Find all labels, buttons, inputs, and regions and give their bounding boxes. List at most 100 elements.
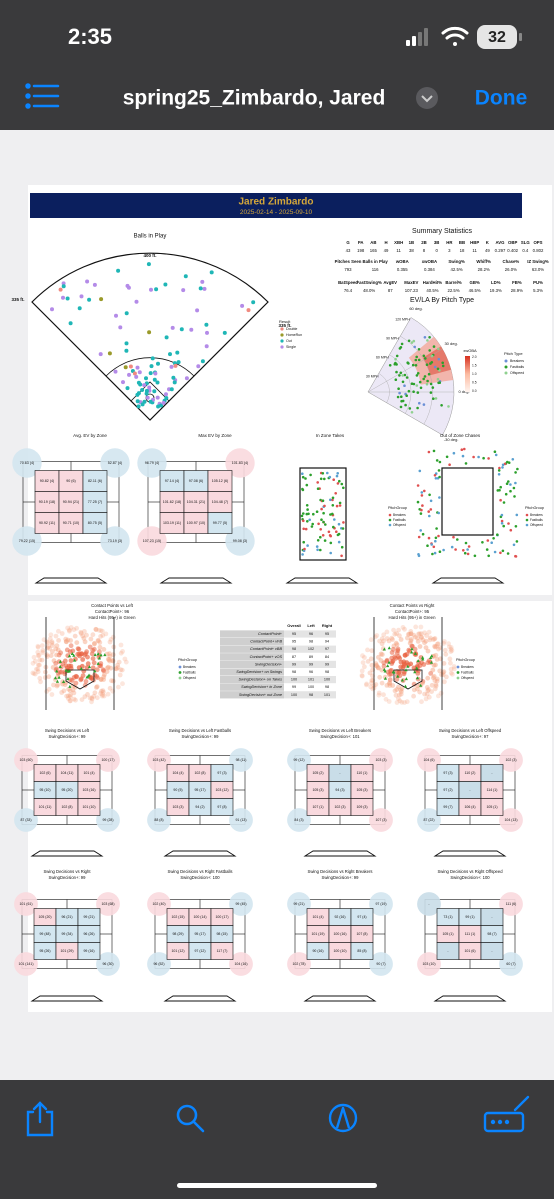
ev-la-point bbox=[427, 372, 431, 376]
contact-density bbox=[397, 633, 402, 639]
done-button[interactable]: Done bbox=[475, 87, 528, 110]
contact-density bbox=[448, 666, 454, 672]
stat-header: Chase% bbox=[502, 259, 519, 264]
contact-density bbox=[120, 649, 125, 654]
contact-density bbox=[35, 649, 41, 655]
search-button[interactable] bbox=[176, 1104, 205, 1133]
zone-value: 96 (30) bbox=[102, 962, 113, 966]
batted-ball bbox=[200, 279, 205, 284]
take-pitch bbox=[310, 525, 314, 528]
contact-density bbox=[390, 659, 395, 665]
title-menu[interactable] bbox=[416, 87, 438, 109]
zone-value: 90 (5) bbox=[173, 788, 182, 792]
zone-value: 100 (17) bbox=[215, 915, 228, 919]
share-button[interactable] bbox=[26, 1101, 54, 1137]
corner-zone bbox=[14, 952, 38, 976]
chase-pitch bbox=[487, 457, 490, 460]
home-plate bbox=[34, 577, 108, 584]
ev-la-point bbox=[422, 354, 426, 358]
zone-value: 90 (16) bbox=[312, 949, 323, 953]
zone-value: 100 (17) bbox=[101, 758, 114, 762]
take-pitch bbox=[326, 471, 329, 475]
corner-zone bbox=[417, 748, 441, 772]
contact-density bbox=[100, 692, 105, 697]
take-pitch bbox=[319, 477, 323, 481]
zone-value: 99 (45) bbox=[235, 902, 246, 906]
table-label: SwingDecision+ out Zone bbox=[239, 693, 282, 697]
edit-button[interactable] bbox=[483, 1095, 530, 1133]
ev-la-point bbox=[422, 377, 426, 381]
contact-density bbox=[34, 666, 39, 672]
stat-header: FastSwing% bbox=[356, 280, 381, 285]
table-cell: 95 bbox=[292, 632, 296, 636]
contact-density bbox=[444, 674, 449, 680]
stat-value: 116 bbox=[372, 267, 379, 272]
chart-title: Swing Decisions vs Right Breakers bbox=[308, 869, 373, 874]
corner-zone bbox=[96, 952, 120, 976]
corner-zone bbox=[14, 808, 38, 832]
chase-pitch bbox=[514, 525, 518, 528]
markup-button[interactable] bbox=[328, 1103, 358, 1133]
chase-pitch bbox=[514, 481, 517, 485]
contact-density bbox=[448, 645, 454, 650]
zone-value: 97 (8) bbox=[217, 805, 226, 809]
hard-hit bbox=[415, 666, 419, 670]
contact-density bbox=[37, 662, 42, 668]
ev-la-point bbox=[429, 362, 432, 365]
chart-subtitle: SwingDecision+: 99 bbox=[49, 875, 87, 880]
chase-pitch bbox=[460, 448, 464, 452]
stat-value: 11 bbox=[396, 248, 401, 253]
contact-density bbox=[120, 681, 125, 687]
contact-density bbox=[369, 678, 375, 683]
zone-value: 95 (10) bbox=[39, 788, 50, 792]
infield-arc bbox=[105, 357, 195, 377]
contact-density bbox=[53, 633, 59, 639]
zone-value: 100 (14) bbox=[193, 915, 206, 919]
hard-hit bbox=[383, 669, 387, 673]
contact-density bbox=[48, 632, 54, 638]
contact-density bbox=[46, 644, 51, 649]
ev-la-point bbox=[400, 395, 403, 399]
table-label-cell bbox=[220, 660, 284, 668]
legend-swatch bbox=[456, 676, 460, 680]
contact-density bbox=[431, 674, 437, 679]
stat-header: BatSpeed bbox=[338, 280, 358, 285]
ev-la-point bbox=[404, 403, 407, 407]
speed-arc bbox=[400, 335, 433, 425]
contact-density bbox=[374, 662, 379, 668]
contact-density bbox=[399, 686, 405, 691]
zone-cell bbox=[207, 512, 233, 534]
contact-density bbox=[106, 657, 112, 663]
contact-density bbox=[61, 688, 67, 694]
stat-value: 48.0% bbox=[363, 288, 375, 293]
batted-ball bbox=[149, 364, 154, 369]
batted-ball bbox=[61, 281, 66, 286]
zone-value: 96.79 (4) bbox=[145, 461, 159, 465]
contact-density bbox=[448, 670, 454, 676]
list-button[interactable] bbox=[25, 83, 60, 109]
ev-la-point bbox=[411, 363, 415, 367]
contact-density bbox=[362, 655, 367, 660]
contact-density bbox=[408, 631, 414, 637]
stat-header: Balls in Play bbox=[362, 259, 388, 264]
zone-value: 90.71 (10) bbox=[63, 521, 79, 525]
batted-ball bbox=[164, 392, 168, 397]
batted-ball bbox=[204, 322, 209, 327]
batted-ball bbox=[123, 365, 128, 370]
chase-pitch bbox=[420, 508, 423, 512]
zone-cell bbox=[82, 512, 108, 534]
legend-swatch bbox=[388, 518, 392, 522]
legend-title: xwOBA bbox=[463, 348, 477, 353]
zone-value: 101 (10) bbox=[82, 805, 95, 809]
ev-la-point bbox=[429, 382, 433, 386]
contact-density bbox=[94, 673, 99, 679]
zone-value: 105 (2) bbox=[312, 771, 323, 775]
contact-density bbox=[35, 643, 41, 649]
section-title: Summary Statistics bbox=[412, 228, 472, 235]
hard-hit bbox=[66, 677, 70, 681]
zone-value: 90.92 (11) bbox=[39, 521, 55, 525]
hard-hit bbox=[72, 658, 77, 662]
corner-zone bbox=[225, 526, 255, 556]
contact-density bbox=[384, 658, 390, 664]
take-pitch bbox=[337, 532, 341, 536]
